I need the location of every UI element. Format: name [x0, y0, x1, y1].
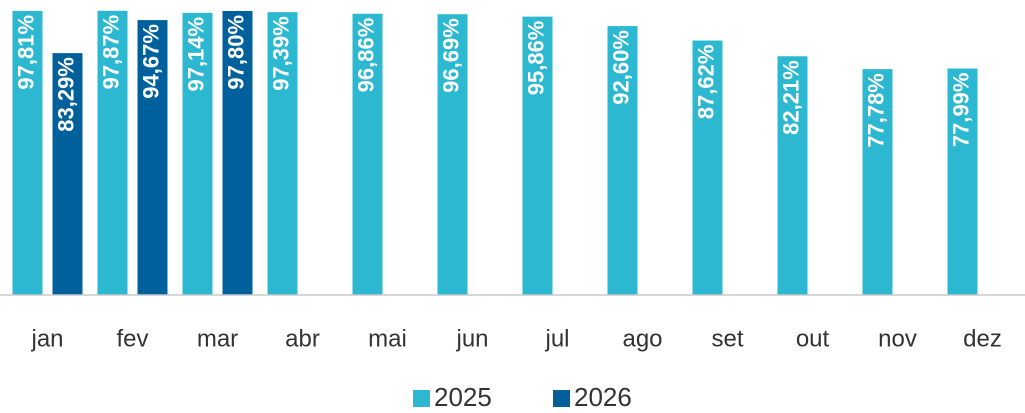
x-tick-label: fev	[116, 325, 148, 352]
legend-swatch	[553, 390, 570, 407]
data-label: 97,14%	[183, 17, 208, 92]
bar	[522, 16, 553, 296]
bar	[607, 26, 638, 295]
x-tick-label: set	[711, 325, 743, 352]
bar	[52, 53, 83, 295]
legend-label: 2025	[434, 382, 492, 412]
bar	[97, 10, 128, 295]
bar	[222, 10, 253, 295]
data-label: 77,78%	[863, 73, 888, 148]
bar	[437, 14, 468, 295]
data-label: 83,29%	[53, 57, 78, 132]
legend-label: 2026	[574, 382, 632, 412]
legend-swatch	[413, 390, 430, 407]
x-tick-label: ago	[622, 325, 662, 352]
bar	[862, 69, 893, 295]
data-label: 95,86%	[523, 21, 548, 96]
data-label: 96,69%	[438, 18, 463, 93]
bar	[692, 40, 723, 296]
bar	[12, 10, 43, 296]
data-label: 77,99%	[948, 73, 973, 148]
x-tick-label: jun	[455, 325, 488, 352]
bar	[352, 13, 383, 295]
data-label: 97,87%	[98, 15, 123, 90]
data-label: 96,86%	[353, 18, 378, 93]
data-label: 82,21%	[778, 60, 803, 135]
data-label: 92,60%	[608, 30, 633, 105]
data-label: 87,62%	[693, 45, 718, 120]
x-tick-label: out	[796, 325, 830, 352]
x-tick-label: nov	[878, 325, 917, 352]
bar	[947, 68, 978, 296]
data-label: 97,81%	[13, 15, 38, 90]
x-tick-label: abr	[285, 325, 320, 352]
x-tick-label: mai	[368, 325, 407, 352]
x-tick-label: jul	[544, 325, 569, 352]
x-tick-label: jan	[30, 325, 63, 352]
bar	[777, 56, 808, 295]
bar	[182, 12, 213, 296]
data-label: 97,80%	[223, 15, 248, 90]
data-label: 94,67%	[138, 24, 163, 99]
x-tick-label: mar	[197, 325, 238, 352]
x-tick-label: dez	[963, 325, 1002, 352]
bar	[137, 20, 168, 296]
data-label: 97,39%	[268, 16, 293, 91]
bar	[267, 12, 298, 295]
